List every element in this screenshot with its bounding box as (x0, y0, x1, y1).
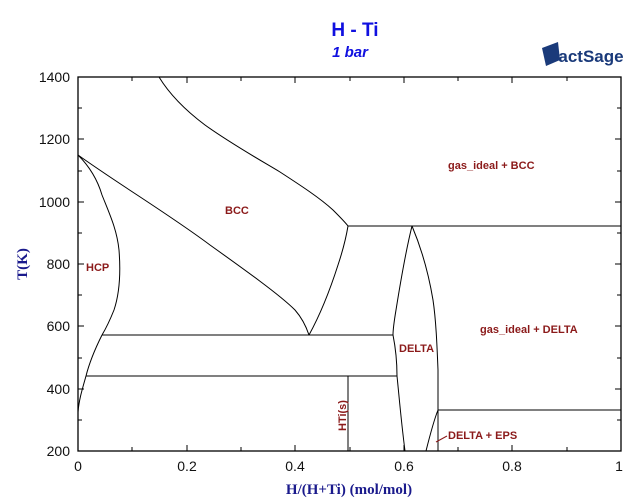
y-axis-label: T(K) (15, 248, 31, 280)
logo-text: FactSage (548, 47, 624, 66)
phase-label-gas-delta: gas_ideal + DELTA (480, 324, 578, 336)
y-tick-label: 800 (47, 256, 71, 272)
y-tick-label: 1400 (39, 69, 70, 85)
x-tick-label: 0 (74, 458, 82, 474)
x-tick-label: 0.2 (177, 458, 197, 474)
phase-label-hcp: HCP (86, 262, 109, 274)
y-ticks (78, 107, 621, 452)
factsage-logo-icon: FactSage (542, 42, 624, 66)
x-tick-label: 1 (615, 458, 623, 474)
label-leader (435, 435, 448, 443)
phase-label-bcc: BCC (225, 205, 249, 217)
x-tick-label: 0.6 (394, 458, 414, 474)
phase-label-gas-bcc: gas_ideal + BCC (448, 160, 535, 172)
x-tick-label: 0.8 (502, 458, 522, 474)
phase-boundaries (77, 76, 621, 452)
x-tick-label: 0.4 (285, 458, 305, 474)
x-ticks (131, 77, 568, 451)
chart-subtitle: 1 bar (332, 44, 368, 61)
phase-label-hti: HTi(s) (337, 400, 349, 431)
x-axis-label: H/(H+Ti) (mol/mol) (286, 482, 412, 498)
y-tick-label: 200 (47, 443, 71, 459)
plot-frame (77, 76, 622, 452)
phase-label-delta-eps: DELTA + EPS (448, 430, 517, 442)
y-tick-label: 1000 (39, 194, 70, 210)
y-tick-label: 400 (47, 381, 71, 397)
chart-title: H - Ti (331, 20, 379, 41)
y-tick-label: 600 (47, 318, 71, 334)
y-tick-label: 1200 (39, 131, 70, 147)
phase-label-delta: DELTA (399, 343, 434, 355)
